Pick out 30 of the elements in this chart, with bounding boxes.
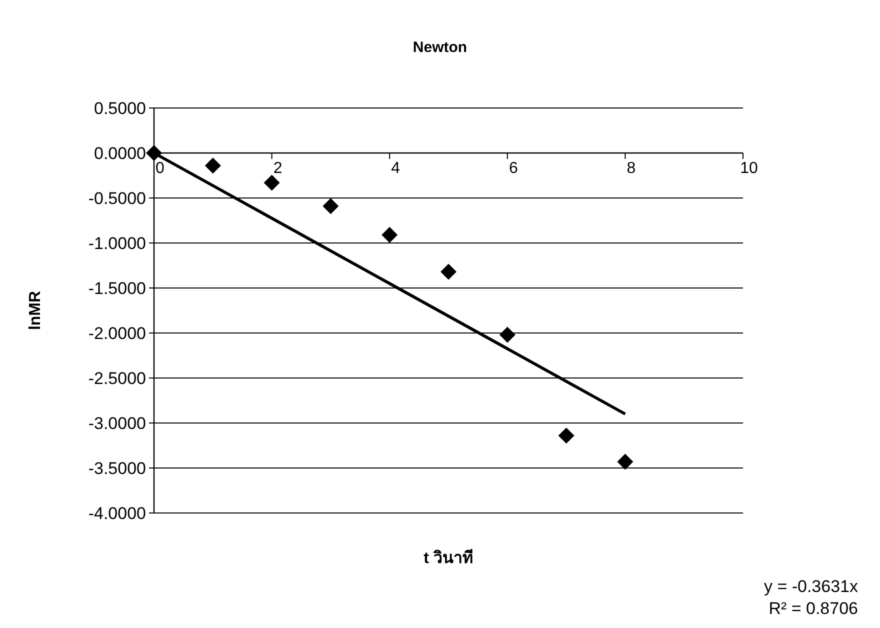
x-tick-label: 8	[626, 160, 636, 177]
point	[440, 264, 456, 280]
x-tick-label: 4	[391, 160, 400, 177]
point	[264, 174, 280, 191]
y-tick-label: -4.0000	[88, 504, 146, 523]
y-tick-label: -3.0000	[88, 414, 146, 433]
y-tick-label: -0.5000	[88, 189, 146, 208]
x-tick-label: 6	[508, 160, 518, 177]
y-tick-label: -2.0000	[88, 324, 146, 343]
y-tick-label: -2.5000	[88, 369, 146, 388]
x-axis-title: t วินาที	[424, 548, 474, 567]
y-tick-label: -1.0000	[88, 234, 146, 253]
point	[146, 145, 162, 161]
text: R² = 0.8706	[768, 599, 858, 618]
point	[322, 198, 339, 214]
x-tick-label: 10	[740, 160, 758, 177]
y-tick-label: -3.5000	[88, 459, 146, 478]
y-tick-label: 0.5000	[94, 99, 146, 118]
text: y = -0.3631x	[764, 577, 858, 596]
point	[617, 454, 634, 470]
point	[499, 326, 516, 343]
y-tick-label: 0.0000	[94, 144, 146, 163]
point	[558, 428, 574, 444]
y-tick-label: -1.5000	[88, 279, 146, 298]
point	[204, 158, 221, 174]
x-tick-label: 0	[156, 160, 165, 177]
chart-title: Newton	[412, 39, 468, 56]
x-tick-label: 2	[273, 160, 282, 177]
point	[382, 226, 398, 243]
y-axis-title: lnMR	[27, 290, 44, 330]
